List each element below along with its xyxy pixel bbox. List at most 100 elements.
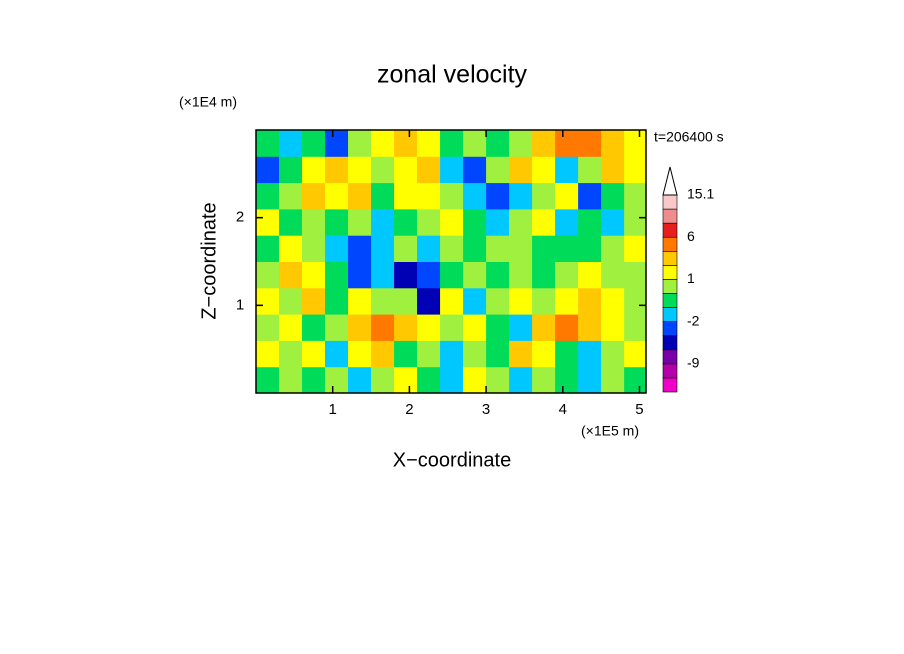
field-cell — [325, 208, 349, 236]
field-cell — [624, 208, 646, 236]
field-cell — [394, 287, 418, 315]
field-cell — [578, 314, 602, 341]
field-cell — [463, 182, 487, 210]
field-cell — [348, 208, 372, 236]
field-cell — [440, 261, 464, 289]
field-cell — [555, 287, 579, 315]
field-cell — [486, 340, 510, 368]
field-cell — [463, 130, 487, 157]
field-cell — [486, 235, 510, 262]
field-cell — [463, 314, 487, 341]
colorbar-box — [662, 250, 678, 266]
y-tick-label: 2 — [236, 209, 244, 226]
field-cell — [509, 130, 533, 157]
field-cell — [417, 287, 441, 315]
field-cell — [371, 366, 395, 393]
field-cell — [325, 130, 349, 157]
field-cell — [555, 314, 579, 341]
field-cell — [532, 366, 556, 393]
field-cell — [302, 261, 326, 289]
field-cell — [302, 182, 326, 210]
colorbar-box — [662, 321, 678, 337]
field-cell — [279, 340, 303, 368]
field-cell — [624, 314, 646, 341]
field-cell — [463, 287, 487, 315]
field-cell — [601, 130, 625, 157]
field-cell — [279, 366, 303, 393]
field-cell — [555, 261, 579, 289]
field-cell — [578, 340, 602, 368]
field-cell — [371, 130, 395, 157]
field-cell — [302, 235, 326, 262]
field-cell — [325, 366, 349, 393]
colorbar-label: -2 — [687, 312, 700, 328]
field-cell — [417, 130, 441, 157]
field-cell — [279, 261, 303, 289]
field-cell — [555, 366, 579, 393]
field-cell — [578, 182, 602, 210]
field-cell — [532, 340, 556, 368]
field-cell — [279, 130, 303, 157]
field-cell — [463, 261, 487, 289]
field-cell — [532, 287, 556, 315]
field-cell — [578, 208, 602, 236]
y-axis-label: Z−coordinate — [198, 202, 220, 319]
field-cell — [348, 130, 372, 157]
field-cell — [325, 182, 349, 210]
colorbar-box — [662, 208, 678, 224]
field-cell — [624, 261, 646, 289]
field-cell — [394, 156, 418, 184]
field-cell — [325, 314, 349, 341]
y-unit: (×1E4 m) — [179, 94, 237, 110]
field-cell — [601, 182, 625, 210]
field-cell — [509, 182, 533, 210]
field-cell — [302, 156, 326, 184]
field-cell — [555, 208, 579, 236]
field-cell — [394, 340, 418, 368]
field-cell — [509, 261, 533, 289]
field-cell — [325, 261, 349, 289]
field-cell — [417, 314, 441, 341]
field-cell — [279, 208, 303, 236]
field-cell — [624, 156, 646, 184]
field-cell — [578, 156, 602, 184]
field-cell — [486, 130, 510, 157]
colorbar-box — [662, 335, 678, 351]
field-cell — [417, 208, 441, 236]
field-cell — [601, 235, 625, 262]
field-cell — [624, 182, 646, 210]
field-cell — [348, 340, 372, 368]
field-cell — [371, 156, 395, 184]
field-cell — [440, 208, 464, 236]
field-cell — [440, 156, 464, 184]
field-cell — [348, 261, 372, 289]
field-cell — [555, 156, 579, 184]
field-cell — [325, 287, 349, 315]
field-cell — [532, 235, 556, 262]
field-cell — [486, 156, 510, 184]
field-cell — [624, 130, 646, 157]
field-cell — [325, 235, 349, 262]
field-cell — [532, 182, 556, 210]
field-cell — [578, 235, 602, 262]
field-cell — [348, 235, 372, 262]
field-cell — [486, 287, 510, 315]
field-cell — [348, 366, 372, 393]
chart-title: zonal velocity — [377, 61, 528, 89]
colorbar-label: -9 — [687, 355, 700, 371]
field-cell — [624, 287, 646, 315]
field-cell — [463, 156, 487, 184]
field-cell — [486, 314, 510, 341]
field-cell — [555, 235, 579, 262]
field-cell — [348, 182, 372, 210]
field-cell — [417, 182, 441, 210]
colorbar-box — [662, 279, 678, 294]
field-cell — [486, 208, 510, 236]
field-cell — [417, 366, 441, 393]
colorbar-box — [662, 363, 678, 379]
field-cell — [417, 235, 441, 262]
x-axis-label: X−coordinate — [393, 449, 511, 471]
field-cell — [279, 314, 303, 341]
field-cell — [440, 130, 464, 157]
